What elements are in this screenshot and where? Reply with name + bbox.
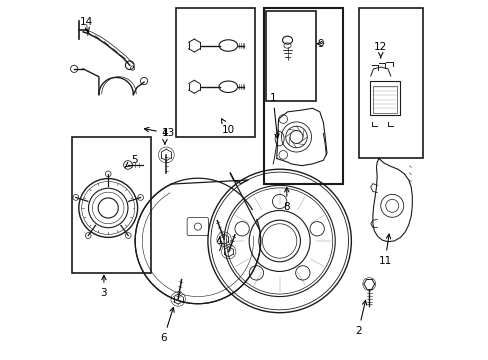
Text: 13: 13 [144, 127, 175, 138]
Bar [264, 8, 343, 184]
Text: 9: 9 [317, 39, 323, 49]
Bar [359, 8, 422, 158]
Text: 11: 11 [378, 234, 391, 266]
Bar [265, 12, 316, 101]
Bar [372, 86, 396, 113]
Text: 2: 2 [354, 300, 366, 336]
Text: 5: 5 [125, 155, 137, 167]
Text: 7: 7 [216, 237, 222, 253]
Text: 6: 6 [160, 307, 174, 343]
Text: 8: 8 [283, 188, 289, 212]
Text: 10: 10 [221, 119, 234, 135]
Text: 1: 1 [269, 93, 279, 139]
Bar [72, 137, 151, 273]
Bar [176, 8, 255, 137]
Bar [369, 81, 400, 116]
Text: 4: 4 [161, 129, 168, 144]
Text: 12: 12 [373, 42, 386, 58]
Text: 3: 3 [101, 275, 107, 298]
Text: 14: 14 [79, 17, 92, 33]
